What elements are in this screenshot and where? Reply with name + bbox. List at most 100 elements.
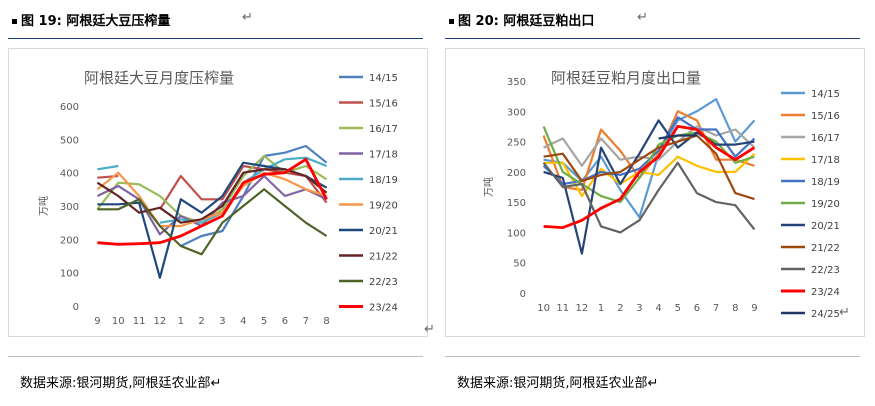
legend-label: 19/20: [811, 199, 840, 210]
series-line-19-20: [96, 171, 327, 228]
x-tick-label: 4: [240, 316, 246, 327]
x-tick-label: 7: [303, 316, 309, 327]
bullet-square-icon: [449, 19, 454, 24]
y-tick-label: 0: [520, 289, 526, 300]
x-tick-label: 2: [617, 303, 623, 314]
y-tick-label: 600: [60, 102, 79, 113]
legend-label: 23/24: [811, 287, 840, 298]
legend-label: 14/15: [369, 73, 398, 84]
legend-label: 15/16: [811, 111, 840, 122]
y-tick-label: 300: [60, 202, 79, 213]
y-axis-label: 万吨: [37, 196, 50, 216]
x-tick-label: 2: [198, 316, 204, 327]
legend-label: 16/17: [369, 124, 398, 135]
legend-label: 24/25: [811, 309, 840, 320]
x-tick-label: 9: [94, 316, 100, 327]
x-tick-label: 10: [112, 316, 125, 327]
x-tick-label: 11: [133, 316, 146, 327]
x-tick-label: 10: [537, 303, 550, 314]
source-text: 数据来源:银河期货,阿根廷农业部: [457, 376, 648, 391]
chart-left-frame: 阿根廷大豆月度压榨量 0 100 200 300 400 500 600 万吨 9 10 11 12 1 2…: [8, 48, 428, 337]
return-mark-icon: ↵: [839, 305, 850, 320]
y-tick-label: 400: [60, 169, 79, 180]
series-line-18-19: [97, 164, 119, 171]
series-line-23-24: [543, 125, 756, 230]
return-mark-icon: ↵: [424, 322, 435, 337]
series-line-20-21: [543, 119, 755, 255]
x-tick-label: 4: [655, 303, 661, 314]
source-divider: [8, 356, 423, 357]
x-tick-label: 11: [556, 303, 569, 314]
x-tick-label: 8: [323, 316, 329, 327]
figure-20-title: 阿根廷豆粕出口: [503, 14, 595, 29]
x-tick-label: 1: [598, 303, 604, 314]
y-tick-label: 150: [507, 198, 526, 209]
legend-label: 20/21: [369, 226, 398, 237]
x-tick-label: 6: [282, 316, 288, 327]
figure-19-caption: 图 19: 阿根廷大豆压榨量: [12, 10, 170, 29]
x-tick-label: 5: [261, 316, 267, 327]
legend-label: 17/18: [369, 150, 398, 161]
series-line-22-23: [542, 161, 756, 234]
x-tick-label: 3: [636, 303, 642, 314]
y-tick-label: 100: [507, 228, 526, 239]
x-tick-label: 12: [154, 316, 167, 327]
figure-19-title: 阿根廷大豆压榨量: [66, 14, 171, 29]
caption-divider: [8, 38, 423, 39]
figure-20-label: 图 20:: [458, 14, 499, 29]
y-tick-label: 350: [507, 77, 526, 88]
series-line-22-23: [97, 188, 328, 256]
legend-label: 22/23: [369, 277, 398, 288]
source-text: 数据来源:银河期货,阿根廷农业部: [20, 376, 211, 391]
legend-label: 17/18: [811, 155, 840, 166]
y-tick-label: 200: [507, 168, 526, 179]
series-line-17-18: [96, 174, 328, 236]
x-tick-label: 1: [178, 316, 184, 327]
figure-20-panel: 图 20: 阿根廷豆粕出口 ↵ 阿根廷豆粕月度出口量 0 50 100 150 200 25…: [437, 0, 874, 406]
x-tick-label: 7: [713, 303, 719, 314]
chart-title: 阿根廷豆粕月度出口量: [551, 69, 701, 87]
bullet-square-icon: [12, 19, 17, 24]
legend-label: 16/17: [811, 133, 840, 144]
figure-19-panel: 图 19: 阿根廷大豆压榨量 ↵ 阿根廷大豆月度压榨量 0 100 200 300 400…: [0, 0, 437, 406]
x-tick-label: 6: [694, 303, 700, 314]
figure-19-source: 数据来源:银河期货,阿根廷农业部↵: [20, 372, 221, 391]
legend-label: 23/24: [369, 303, 398, 314]
series-line-24-25: [658, 134, 697, 140]
x-tick-label: 9: [751, 303, 757, 314]
chart-title: 阿根廷大豆月度压榨量: [84, 69, 234, 87]
legend-label: 20/21: [811, 221, 840, 232]
legend-label: 18/19: [369, 175, 398, 186]
chart-right-frame: 阿根廷豆粕月度出口量 0 50 100 150 200 250 300 350 万吨 10 11 12 1…: [445, 48, 865, 337]
legend-label: 21/22: [369, 252, 398, 263]
return-mark-icon: ↵: [647, 376, 659, 391]
figure-19-label: 图 19:: [21, 14, 62, 29]
series-line-21-22: [543, 134, 755, 201]
caption-divider: [445, 38, 860, 39]
figure-20-source: 数据来源:银河期货,阿根廷农业部↵: [457, 372, 658, 391]
legend-label: 15/16: [369, 99, 398, 110]
return-mark-icon: ↵: [210, 376, 222, 391]
legend-label: 21/22: [811, 243, 840, 254]
source-divider: [445, 356, 860, 357]
y-tick-label: 100: [60, 269, 79, 280]
x-tick-label: 3: [219, 316, 225, 327]
y-tick-label: 250: [507, 138, 526, 149]
legend-label: 18/19: [811, 177, 840, 188]
return-mark-icon: ↵: [637, 10, 648, 25]
legend-label: 19/20: [369, 201, 398, 212]
return-mark-icon: ↵: [242, 10, 253, 25]
y-axis-label: 万吨: [482, 177, 495, 197]
legend-label: 22/23: [811, 265, 840, 276]
figure-20-caption: 图 20: 阿根廷豆粕出口: [449, 10, 594, 29]
legend-label: 14/15: [811, 89, 840, 100]
x-tick-label: 12: [576, 303, 589, 314]
y-tick-label: 500: [60, 135, 79, 146]
x-tick-label: 5: [675, 303, 681, 314]
y-tick-label: 50: [513, 259, 526, 270]
y-tick-label: 0: [73, 302, 79, 313]
series-line-23-24: [97, 157, 328, 246]
x-tick-label: 8: [732, 303, 738, 314]
